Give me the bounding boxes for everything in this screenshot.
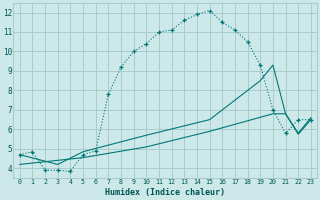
- X-axis label: Humidex (Indice chaleur): Humidex (Indice chaleur): [105, 188, 225, 197]
